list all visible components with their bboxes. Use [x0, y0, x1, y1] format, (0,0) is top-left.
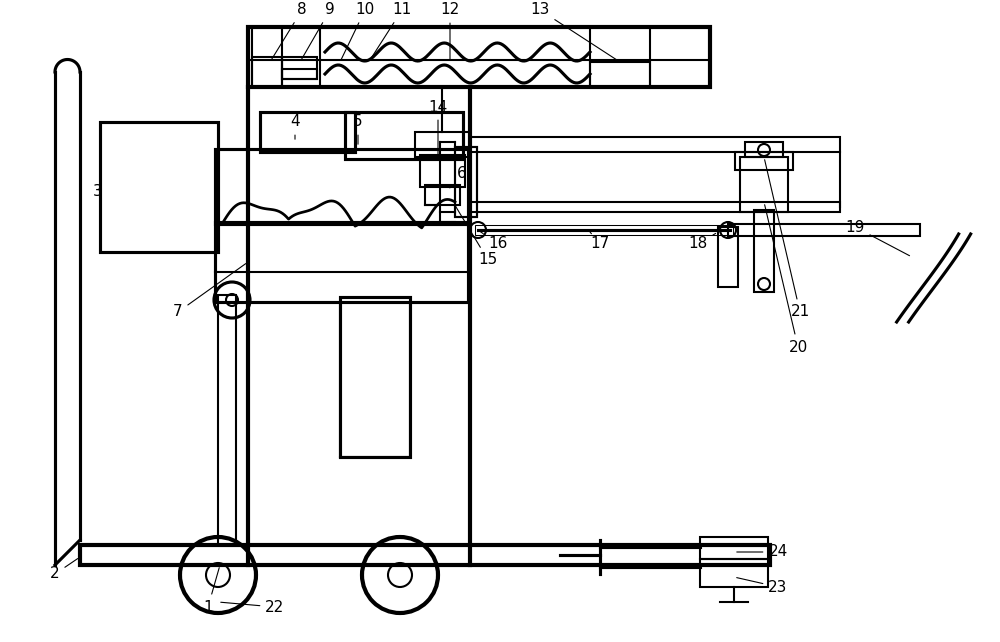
- Bar: [215, 222, 468, 302]
- Text: 21: 21: [765, 160, 810, 320]
- Bar: [252, 27, 282, 87]
- Bar: [215, 149, 468, 224]
- Text: 1: 1: [203, 568, 219, 614]
- Bar: [248, 27, 710, 87]
- Bar: [470, 137, 840, 152]
- Text: 22: 22: [221, 600, 285, 614]
- Text: 10: 10: [341, 3, 375, 60]
- Bar: [80, 545, 770, 565]
- Bar: [252, 57, 282, 87]
- Bar: [415, 132, 470, 157]
- Bar: [745, 142, 783, 157]
- Bar: [260, 112, 355, 152]
- Bar: [700, 537, 768, 559]
- Bar: [345, 112, 463, 159]
- Text: 18: 18: [688, 234, 716, 252]
- Bar: [282, 69, 317, 79]
- Text: 23: 23: [737, 578, 788, 594]
- Text: 8: 8: [271, 3, 307, 60]
- Text: 14: 14: [428, 100, 448, 154]
- Bar: [590, 62, 650, 87]
- Text: 12: 12: [440, 3, 460, 59]
- Text: 24: 24: [737, 544, 788, 559]
- Bar: [475, 225, 733, 235]
- Bar: [718, 227, 738, 287]
- Text: 9: 9: [301, 3, 335, 60]
- Text: 6: 6: [450, 166, 467, 188]
- Bar: [700, 559, 768, 587]
- Bar: [735, 152, 793, 170]
- Bar: [754, 210, 774, 292]
- Bar: [728, 224, 920, 236]
- Bar: [590, 27, 650, 87]
- Text: 19: 19: [845, 220, 910, 256]
- Text: 20: 20: [765, 205, 808, 354]
- Bar: [425, 185, 460, 205]
- Bar: [100, 122, 218, 252]
- Bar: [340, 297, 410, 457]
- Bar: [420, 155, 465, 187]
- Bar: [218, 295, 236, 545]
- Text: 15: 15: [454, 204, 498, 268]
- Text: 13: 13: [530, 3, 618, 60]
- Bar: [470, 202, 840, 212]
- Text: 11: 11: [371, 3, 412, 58]
- Text: 5: 5: [353, 114, 363, 144]
- Bar: [282, 57, 317, 79]
- Bar: [455, 147, 477, 217]
- Text: 3: 3: [93, 184, 103, 200]
- Text: 4: 4: [290, 114, 300, 139]
- Text: 16: 16: [480, 232, 508, 252]
- Bar: [740, 157, 788, 212]
- Text: 17: 17: [590, 232, 610, 252]
- Bar: [455, 147, 477, 217]
- Text: 2: 2: [50, 559, 78, 582]
- Text: 7: 7: [173, 264, 246, 320]
